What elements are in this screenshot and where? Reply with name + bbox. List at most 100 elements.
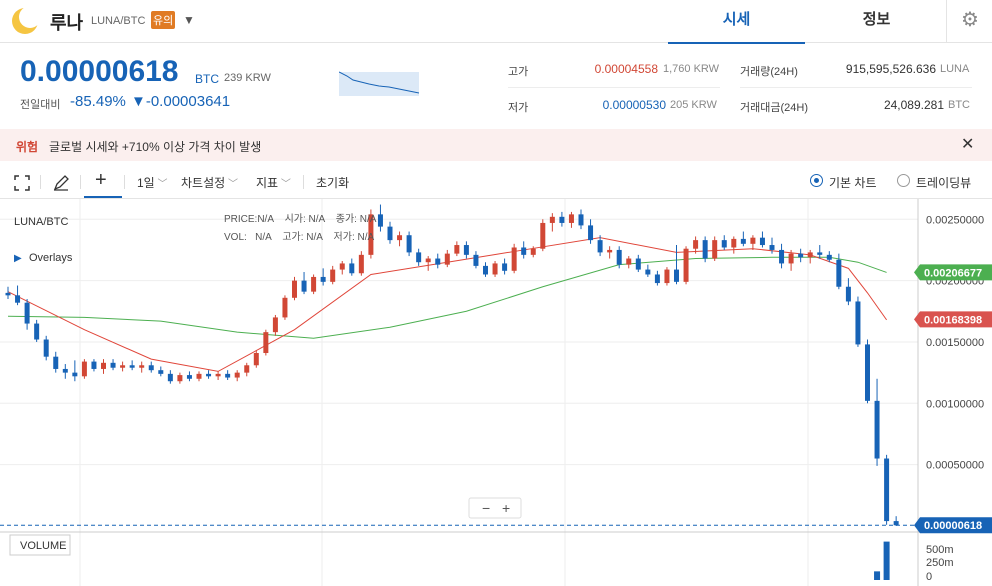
zoom-controls: − + (468, 497, 522, 519)
candle-body (272, 317, 278, 333)
candle-body (454, 245, 460, 254)
overlays-toggle-icon[interactable]: ▶ (14, 253, 22, 264)
price-tick-label: 0.00100000 (926, 398, 984, 410)
zoom-in-button[interactable]: + (502, 500, 510, 516)
volume-24h-value: 915,595,526.636 (845, 62, 936, 76)
low-label: 저가 (508, 102, 529, 114)
last-price-tag-bg (914, 517, 992, 534)
volume-tick-label: 500m (926, 544, 954, 556)
candle-body (530, 248, 536, 255)
tab-info[interactable]: 정보 (862, 11, 891, 28)
candle-body (779, 249, 785, 264)
pencil-icon[interactable] (52, 174, 70, 192)
candle-body (339, 263, 345, 270)
tab-quote[interactable]: 시세 (668, 0, 805, 44)
candle-body (845, 286, 851, 302)
candle-body (435, 258, 441, 265)
candle-body (521, 247, 527, 255)
candle-body (588, 225, 594, 241)
candle-body (759, 237, 765, 246)
candle-body (893, 521, 899, 526)
candle-body (492, 263, 498, 275)
close-icon[interactable]: ✕ (961, 136, 975, 153)
candle-body (798, 253, 804, 258)
tradingview-radio[interactable] (897, 174, 910, 187)
candle-body (568, 214, 574, 223)
candle-body (616, 249, 622, 265)
gear-icon[interactable]: ⚙ (946, 0, 992, 42)
candle-body (473, 254, 479, 266)
candle-body (196, 373, 202, 379)
candle-body (702, 240, 708, 259)
last-price-tag: 0.00000618 (924, 520, 982, 532)
basic-chart-label[interactable]: 기본 차트 (829, 176, 877, 190)
ma-green-tag-bg (914, 264, 992, 281)
candle-body (750, 237, 756, 244)
candle-body (540, 222, 546, 249)
candle-body (244, 365, 250, 373)
reset-button[interactable]: 초기화 (316, 176, 350, 190)
caution-badge: 유의 (151, 11, 176, 29)
tradingview-label[interactable]: 트레이딩뷰 (916, 176, 972, 190)
candle-body (301, 280, 307, 292)
ma-green-tag: 0.00206677 (924, 267, 982, 279)
luna-logo-icon (12, 6, 41, 34)
candle-body (874, 400, 880, 459)
candle-body (177, 375, 183, 382)
price-unit: BTC (195, 72, 219, 86)
zoom-out-button[interactable]: − (482, 500, 490, 516)
high-value: 0.00004558 (594, 62, 658, 76)
candle-body (635, 258, 641, 270)
candle-body (721, 240, 727, 248)
candle-body (549, 216, 555, 223)
prev-day-label: 전일대비 (20, 99, 61, 111)
candle-body (186, 375, 192, 379)
warning-text: 글로벌 시세와 +710% 이상 가격 차이 발생 (49, 140, 262, 154)
candle-body (72, 372, 78, 377)
low-krw: 205 KRW (670, 99, 717, 111)
volume-bar (874, 571, 881, 580)
candle-body (368, 214, 374, 255)
candle-body (740, 238, 746, 244)
candle-body (292, 280, 297, 298)
candle-body (15, 295, 21, 303)
toolbar-divider (124, 175, 125, 189)
candle-body (416, 252, 422, 263)
candle-body (349, 263, 355, 274)
warning-label: 위험 (16, 140, 39, 154)
candle-body (387, 226, 393, 241)
amount-24h-label: 거래대금(24H) (740, 102, 808, 114)
high-label: 고가 (508, 66, 529, 78)
candle-body (817, 252, 823, 255)
candle-body (769, 245, 775, 250)
candle-body (836, 259, 842, 287)
candle-body (206, 373, 212, 377)
chevron-down-icon: ﹀ (225, 179, 238, 190)
interval-select[interactable]: 1일 ﹀ (137, 174, 168, 191)
candlestick-chart[interactable]: 0.002500000.002000000.001500000.00100000… (0, 199, 992, 586)
chart-settings-menu[interactable]: 차트설정 ﹀ (181, 174, 238, 191)
basic-chart-radio[interactable] (810, 174, 823, 187)
fullscreen-icon[interactable] (14, 175, 30, 191)
candle-body (139, 365, 145, 368)
price-krw: 239 KRW (224, 72, 271, 84)
coin-dropdown-chevron-icon[interactable]: ▼ (183, 13, 195, 27)
candle-body (91, 361, 97, 369)
price-tick-label: 0.00250000 (926, 214, 984, 226)
candle-body (597, 240, 603, 253)
current-price: 0.00000618 (20, 55, 179, 88)
candle-body (807, 252, 813, 258)
candle-body (865, 344, 870, 401)
candle-body (654, 274, 660, 284)
crosshair-button[interactable]: + (84, 168, 122, 198)
price-tick-label: 0.00150000 (926, 337, 984, 349)
volume-bars (874, 541, 890, 580)
chart-grid (0, 199, 992, 586)
toolbar-divider (80, 175, 81, 189)
candle-body (120, 365, 126, 368)
volume-label-box (9, 534, 71, 556)
crosshair-icon: + (95, 169, 107, 191)
indicators-menu[interactable]: 지표 ﹀ (256, 174, 291, 191)
overlays-label[interactable]: Overlays (29, 252, 73, 264)
candle-body (788, 253, 794, 264)
